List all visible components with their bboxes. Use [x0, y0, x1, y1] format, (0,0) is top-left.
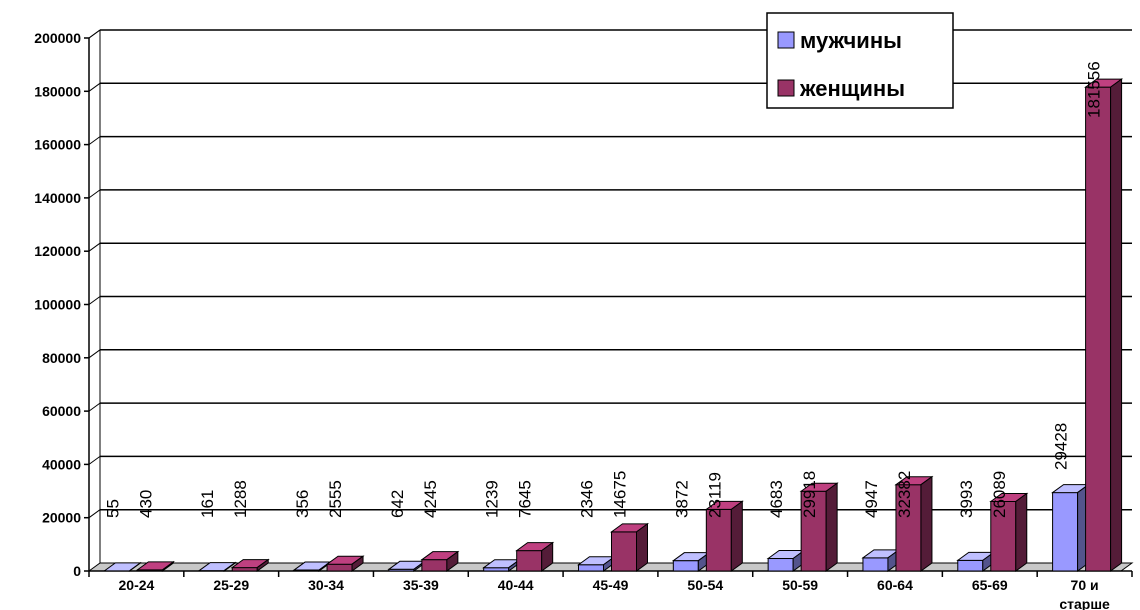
data-label-women: 26089 [990, 471, 1009, 518]
data-label-men: 1239 [483, 480, 502, 518]
bar-women [420, 550, 460, 572]
data-label-women: 2555 [326, 480, 345, 518]
y-tick-label: 0 [73, 563, 81, 579]
data-label-women: 14675 [611, 471, 630, 518]
bar-men [102, 561, 142, 572]
bar-women [230, 558, 270, 572]
gridline-corner [88, 136, 101, 146]
x-tick-label: 45-49 [593, 577, 629, 593]
data-label-women: 1288 [231, 480, 250, 518]
data-label-women: 430 [136, 490, 155, 518]
bar-women [799, 482, 839, 572]
data-label-women: 32382 [895, 471, 914, 518]
data-label-men: 3872 [672, 480, 691, 518]
bar-women [515, 541, 555, 572]
y-tick-label: 60000 [42, 403, 81, 419]
y-tick-label: 100000 [34, 297, 81, 313]
y-tick-label: 200000 [34, 30, 81, 46]
bar-women [325, 555, 365, 572]
bar-women [704, 500, 744, 572]
data-label-men: 642 [388, 490, 407, 518]
data-labels: 55 430 161 1288 356 2555 642 4245 1239 7645 2346 14… [103, 61, 1103, 518]
data-label-women: 7645 [516, 480, 535, 518]
gridline-corner [88, 82, 101, 92]
data-label-women: 4245 [421, 480, 440, 518]
bar-women [1084, 78, 1124, 572]
x-tick-label: 30-34 [308, 577, 344, 593]
x-tick-label: 50-54 [687, 577, 723, 593]
data-label-women: 29918 [800, 471, 819, 518]
gridline-corner [88, 296, 101, 305]
data-label-women: 23119 [705, 472, 724, 518]
x-tick-label: 20-24 [119, 577, 155, 593]
gridline-corner [88, 189, 101, 199]
bars [102, 78, 1124, 572]
data-label-men: 55 [103, 499, 122, 518]
data-label-men: 356 [293, 490, 312, 518]
y-tick-label: 160000 [34, 137, 81, 153]
legend-swatch-women [777, 79, 795, 97]
data-label-women: 181556 [1085, 61, 1104, 118]
x-tick-label: 40-44 [498, 577, 534, 593]
bar-women [135, 560, 175, 572]
data-label-men: 4683 [767, 480, 786, 518]
legend-label-men: мужчины [800, 28, 902, 53]
x-tick-label: 70 и старше [1059, 577, 1110, 610]
bar-women [894, 475, 934, 572]
gridline-corner [88, 509, 101, 519]
data-label-men: 29428 [1052, 423, 1071, 470]
y-axis: 0 20000 40000 60000 80000 100000 120000 140000 1… [34, 29, 101, 579]
x-tick-label: 50-59 [782, 577, 818, 593]
x-axis: 20-24 25-29 30-34 35-39 40-44 45-49 50-54 50-59… [88, 570, 1133, 610]
data-label-men: 3993 [957, 480, 976, 518]
x-tick-label: 25-29 [213, 577, 249, 593]
gridline-corner [88, 349, 101, 359]
data-label-men: 2346 [578, 480, 597, 518]
bar-men [197, 561, 237, 572]
data-label-men: 4947 [862, 480, 881, 518]
bar-women [989, 492, 1029, 572]
x-tick-label: 35-39 [403, 577, 439, 593]
legend: мужчины женщины [766, 12, 954, 109]
x-tick-label: 65-69 [972, 577, 1008, 593]
legend-box [766, 12, 954, 109]
y-tick-label: 180000 [34, 83, 81, 99]
y-tick-label: 140000 [34, 190, 81, 206]
y-tick-label: 20000 [42, 510, 81, 526]
y-tick-label: 120000 [34, 243, 81, 259]
y-tick-label: 40000 [42, 456, 81, 472]
data-label-men: 161 [198, 490, 217, 518]
x-tick-label: 60-64 [877, 577, 913, 593]
gridline-corner [88, 242, 101, 252]
bar-men [1051, 483, 1091, 572]
legend-label-women: женщины [799, 76, 905, 101]
legend-swatch-men [777, 31, 795, 49]
gridline-corner [88, 455, 101, 465]
gridline-corner [88, 402, 101, 412]
bar-women [609, 522, 650, 572]
y-tick-label: 80000 [42, 350, 81, 366]
y-axis-top-edge [88, 29, 101, 39]
